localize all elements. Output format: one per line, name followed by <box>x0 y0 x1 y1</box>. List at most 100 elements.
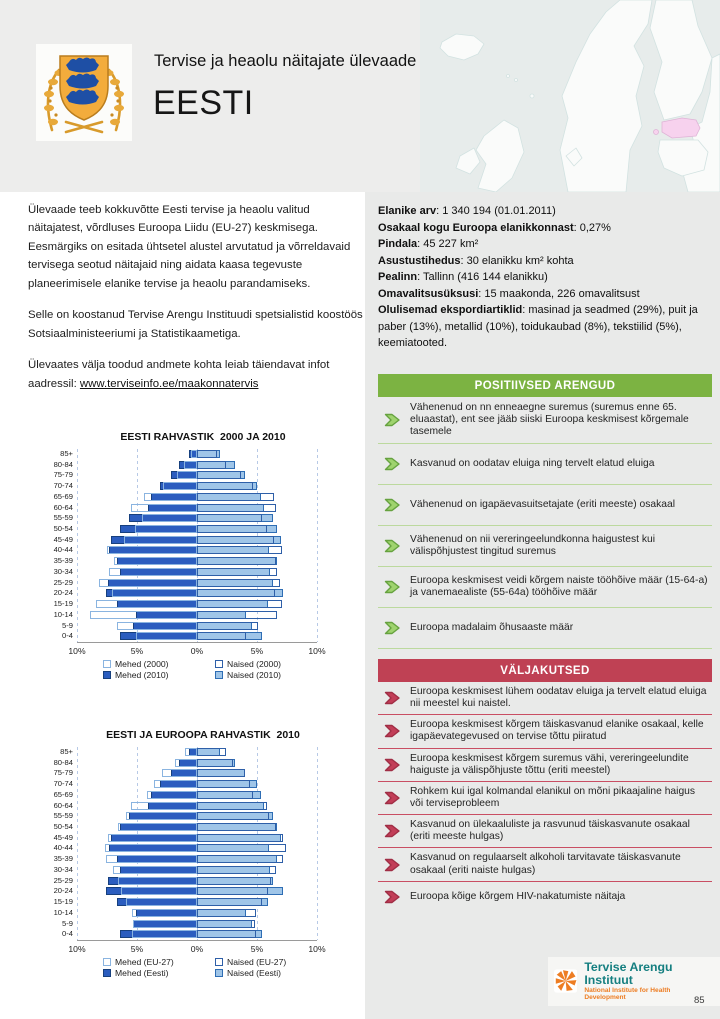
legend-row: Mehed (2010) Naised (2010) <box>91 670 315 680</box>
pyramid-bar <box>197 930 256 939</box>
pyramid-row <box>77 886 317 897</box>
age-tick-label: 30-34 <box>53 566 73 576</box>
intro-text: Ülevaade teeb kokkuvõtte Eesti tervise j… <box>28 201 364 406</box>
gridline <box>77 449 78 642</box>
gridline <box>197 747 198 940</box>
pyramid-row <box>77 460 317 471</box>
chevron-arrow-icon <box>384 890 400 904</box>
gridline <box>197 449 198 642</box>
legend-item: Mehed (2000) <box>91 659 203 669</box>
pyramid-bar <box>197 482 254 491</box>
challenges-item-text: Rohkem kui igal kolmandal elanikul on mõ… <box>410 785 696 809</box>
pyramid-row <box>77 854 317 865</box>
pyramid-bar <box>197 567 278 576</box>
x-axis-ticks: 10% 5% 0% 5% 10% <box>43 943 363 956</box>
page-title: EESTI <box>153 84 254 122</box>
chevron-arrow-icon <box>384 691 400 705</box>
pyramid-row <box>77 588 317 599</box>
pyramid-bar <box>197 898 262 907</box>
pyramid-bar <box>197 460 226 469</box>
pyramid-bar <box>197 632 247 641</box>
pyramid-bar <box>176 471 197 480</box>
pyramid-bar <box>90 610 197 619</box>
fact-label: Pealinn <box>378 271 418 283</box>
age-tick-label: 0-4 <box>62 929 73 939</box>
pyramid-bar <box>197 833 284 842</box>
chart-legend: Mehed (EU-27) Naised (EU-27) Mehed (Eesti)… <box>43 957 363 978</box>
header-band: Tervise ja heaolu näitajate ülevaade EES… <box>0 0 720 193</box>
legend-swatch <box>215 957 223 966</box>
age-tick-label: 25-29 <box>53 875 73 885</box>
challenges-item: Kasvanud on ülekaaluliste ja rasvunud tä… <box>378 815 712 847</box>
challenges-item-text: Euroopa keskmisest kõrgem täiskasvanud e… <box>410 719 704 743</box>
legend-swatch <box>103 957 111 966</box>
positive-item: Vähenenud on igapäevasuitsetajate (eriti… <box>378 485 712 525</box>
chart-plot-area <box>77 747 318 941</box>
gridline <box>257 449 258 642</box>
positive-item-text: Vähenenud on nn enneaegne suremus (surem… <box>410 402 689 438</box>
legend-swatch <box>103 659 111 668</box>
list-separator <box>378 814 712 816</box>
pyramid-bar <box>123 535 197 544</box>
legend-label: Naised (2000) <box>227 658 281 669</box>
intro-paragraph-1: Ülevaade teeb kokkuvõtte Eesti tervise j… <box>28 204 351 290</box>
chevron-arrow-icon <box>384 414 400 427</box>
pyramid-bar <box>197 919 255 928</box>
challenges-box: VÄLJAKUTSED Euroopa keskmisest lühem ood… <box>378 659 712 913</box>
legend-label: Naised (Eesti) <box>227 967 281 978</box>
pyramid-row <box>77 492 317 503</box>
challenges-item: Euroopa keskmisest lühem oodatav eluiga … <box>378 682 712 714</box>
fact-row: Asustustihedus: 30 elanikku km² kohta <box>378 253 712 270</box>
pyramid-bar <box>197 876 272 885</box>
pyramid-bar <box>146 790 197 799</box>
chart-title: EESTI JA EUROOPA RAHVASTIK 2010 <box>106 729 300 741</box>
pyramid-bar <box>197 908 256 917</box>
pyramid-bar <box>153 780 197 789</box>
challenges-item: Euroopa kõige kõrgem HIV-nakatumiste näi… <box>378 882 712 913</box>
pyramid-bar <box>197 855 284 864</box>
challenges-item: Rohkem kui igal kolmandal elanikul on mõ… <box>378 782 712 814</box>
pyramid-bar <box>197 546 283 555</box>
fact-label: Elanike arv <box>378 205 437 217</box>
list-separator <box>378 880 712 882</box>
logo-subtitle: National Institute for Health Developmen… <box>584 986 671 1001</box>
legend-label: Mehed (Eesti) <box>115 967 169 978</box>
age-tick-label: 30-34 <box>53 864 73 874</box>
pyramid-bar <box>185 748 197 756</box>
challenges-item-text: Euroopa keskmisest lühem oodatav eluiga … <box>410 686 707 710</box>
fact-value: : 45 227 km² <box>417 238 479 250</box>
challenges-item: Kasvanud on regulaarselt alkoholi tarvit… <box>378 848 712 880</box>
x-tick-label: 5% <box>130 943 144 954</box>
pyramid-row <box>77 790 317 801</box>
pyramid-bar <box>113 865 197 874</box>
pyramid-row <box>77 470 317 481</box>
pyramid-bar <box>117 823 197 832</box>
age-tick-label: 20-24 <box>53 588 73 598</box>
intro-paragraph-3: Ülevaates välja toodud andmete kohta lei… <box>28 356 364 393</box>
intro-paragraph-3-text: Ülevaates välja toodud andmete kohta lei… <box>28 359 330 390</box>
pyramid-row <box>77 481 317 492</box>
positive-item-text: Kasvanud on oodatav eluiga ning tervelt … <box>410 458 655 470</box>
pyramid-row <box>77 929 317 940</box>
fact-value: : masinad ja seadmed (29%), puit ja pabe… <box>378 304 698 349</box>
legend-item: Mehed (Eesti) <box>91 968 203 978</box>
list-separator <box>378 484 712 486</box>
challenges-item: Euroopa keskmisest kõrgem suremus vähi, … <box>378 749 712 781</box>
age-tick-label: 55-59 <box>53 513 73 523</box>
legend-item: Mehed (EU-27) <box>91 957 203 967</box>
age-tick-label: 80-84 <box>53 459 73 469</box>
chart-body: 85+ 80-84 75-79 70-74 65-69 60-64 55-59 50-54 45… <box>43 449 363 643</box>
challenges-item-text: Kasvanud on ülekaaluliste ja rasvunud tä… <box>410 819 690 843</box>
x-tick-label: 0% <box>190 645 204 656</box>
pyramid-row <box>77 779 317 790</box>
age-tick-label: 60-64 <box>53 502 73 512</box>
list-separator <box>378 847 712 849</box>
chart-title: EESTI RAHVASTIK 2000 JA 2010 <box>120 431 286 443</box>
legend-row: Mehed (Eesti) Naised (Eesti) <box>91 968 315 978</box>
chevron-arrow-icon <box>384 458 400 471</box>
chevron-arrow-icon <box>384 858 400 871</box>
terviseinfo-link[interactable]: www.terviseinfo.ee/maakonnatervis <box>79 377 259 390</box>
fact-value: : Tallinn (416 144 elanikku) <box>417 271 548 283</box>
pyramid-row <box>77 801 317 812</box>
pyramid-bar <box>98 578 197 587</box>
